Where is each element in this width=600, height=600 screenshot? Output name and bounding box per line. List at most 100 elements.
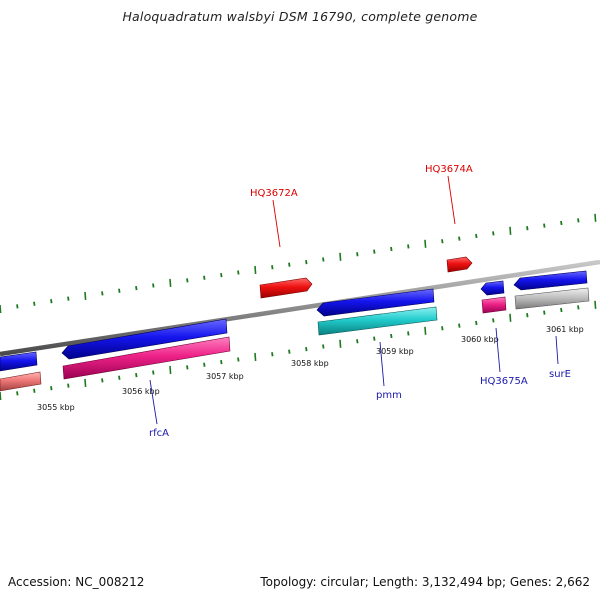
tick-mark-outer	[543, 223, 546, 228]
tick-mark-inner	[509, 313, 512, 322]
tick-mark-inner	[50, 386, 53, 391]
tick-mark-inner	[152, 370, 155, 375]
tick-mark-inner	[577, 305, 580, 310]
tick-mark-inner	[373, 336, 376, 341]
tick-ring-inner	[0, 300, 597, 401]
gene-feature-left-edge[interactable]	[0, 351, 38, 372]
gene-label-pmm[interactable]: pmm	[376, 390, 402, 401]
tick-mark-outer	[356, 252, 359, 257]
tick-mark-outer	[50, 299, 53, 304]
tick-mark-outer	[237, 270, 240, 275]
tick-mark-outer	[526, 226, 529, 231]
tick-mark-outer	[16, 304, 19, 309]
product-feature-pmm[interactable]	[317, 306, 438, 336]
tick-mark-inner	[390, 333, 393, 339]
scale-label: 3061 kbp	[546, 325, 584, 334]
product-feature-sure[interactable]	[514, 287, 590, 310]
tick-mark-outer	[492, 231, 495, 236]
tick-mark-outer	[458, 236, 461, 241]
scale-label: 3060 kbp	[461, 335, 499, 344]
tick-mark-inner	[458, 323, 461, 328]
callout-line-sure	[555, 335, 559, 365]
tick-mark-inner	[220, 359, 223, 365]
callout-line-pmm	[379, 341, 385, 387]
tick-mark-outer	[288, 262, 291, 267]
tick-mark-outer	[509, 226, 512, 235]
tick-mark-outer	[322, 257, 325, 262]
scale-label: 3058 kbp	[291, 359, 329, 368]
tick-mark-inner	[169, 365, 172, 374]
tick-mark-outer	[339, 252, 342, 261]
tick-mark-inner	[0, 391, 2, 401]
gene-feature-pmm[interactable]	[316, 288, 435, 317]
tick-mark-outer	[118, 288, 121, 293]
product-feature-hq3675a[interactable]	[481, 296, 507, 314]
scale-label: 3056 kbp	[122, 387, 160, 396]
tick-mark-outer	[424, 239, 427, 248]
gene-label-sure[interactable]: surE	[549, 369, 571, 380]
feature-track	[0, 256, 590, 392]
gene-feature-sure[interactable]	[513, 270, 588, 291]
tick-mark-outer	[441, 239, 444, 244]
tick-mark-outer	[220, 272, 223, 278]
tick-mark-inner	[305, 346, 308, 352]
tick-mark-inner	[288, 349, 291, 354]
scale-label: 3059 kbp	[376, 347, 414, 356]
callout-line-rfca	[149, 379, 158, 425]
tick-mark-outer	[373, 249, 376, 254]
gene-label-hq3674a[interactable]: HQ3674A	[425, 164, 473, 175]
product-feature-rfca[interactable]	[62, 336, 231, 380]
tick-ring-outer	[0, 213, 597, 314]
tick-mark-outer	[203, 275, 206, 280]
gene-label-hq3672a[interactable]: HQ3672A	[250, 188, 298, 199]
tick-mark-inner	[526, 313, 529, 318]
tick-mark-inner	[424, 326, 427, 335]
tick-mark-inner	[271, 352, 274, 357]
accession-text: Accession: NC_008212	[8, 575, 145, 589]
gene-feature-hq3675a[interactable]	[480, 280, 505, 296]
tick-mark-inner	[203, 362, 206, 367]
page-title: Haloquadratum walsbyi DSM 16790, complet…	[122, 9, 478, 24]
scale-label: 3057 kbp	[206, 372, 244, 381]
scale-label: 3055 kbp	[37, 403, 75, 412]
tick-mark-inner	[67, 383, 70, 388]
tick-mark-inner	[16, 391, 19, 396]
tick-mark-inner	[237, 357, 240, 362]
genome-summary-text: Topology: circular; Length: 3,132,494 bp…	[260, 575, 590, 589]
tick-mark-outer	[152, 283, 155, 288]
product-feature-left-edge[interactable]	[0, 371, 42, 392]
tick-mark-outer	[101, 291, 104, 296]
tick-mark-inner	[186, 365, 189, 370]
tick-mark-outer	[254, 265, 257, 274]
scale-labels: 3055 kbp 3056 kbp 3057 kbp 3058 kbp 3059…	[37, 325, 584, 412]
gene-callout-lines	[149, 175, 559, 425]
tick-mark-inner	[407, 331, 410, 336]
tick-mark-inner	[594, 300, 597, 309]
tick-mark-outer	[475, 233, 478, 239]
tick-mark-outer	[0, 304, 2, 314]
gene-feature-rfca[interactable]	[61, 318, 228, 360]
tick-mark-inner	[84, 378, 87, 388]
tick-mark-inner	[254, 352, 257, 361]
gene-label-rfca[interactable]: rfcA	[149, 428, 169, 439]
tick-mark-inner	[475, 320, 478, 326]
tick-mark-inner	[339, 339, 342, 348]
callout-line-hq3674a	[447, 175, 456, 225]
tick-mark-inner	[101, 378, 104, 383]
tick-mark-inner	[441, 326, 444, 331]
tick-mark-outer	[577, 218, 580, 223]
gene-feature-hq3672a[interactable]	[259, 277, 313, 299]
tick-mark-inner	[356, 339, 359, 344]
callout-line-hq3675a	[495, 327, 501, 373]
tick-mark-inner	[135, 373, 138, 378]
gene-feature-hq3674a[interactable]	[446, 256, 473, 273]
tick-mark-outer	[67, 296, 70, 301]
tick-mark-outer	[169, 278, 172, 287]
gene-label-hq3675a[interactable]: HQ3675A	[480, 376, 528, 387]
tick-mark-inner	[492, 318, 495, 323]
tick-mark-inner	[543, 310, 546, 315]
tick-mark-outer	[560, 220, 563, 226]
tick-mark-inner	[33, 388, 36, 393]
